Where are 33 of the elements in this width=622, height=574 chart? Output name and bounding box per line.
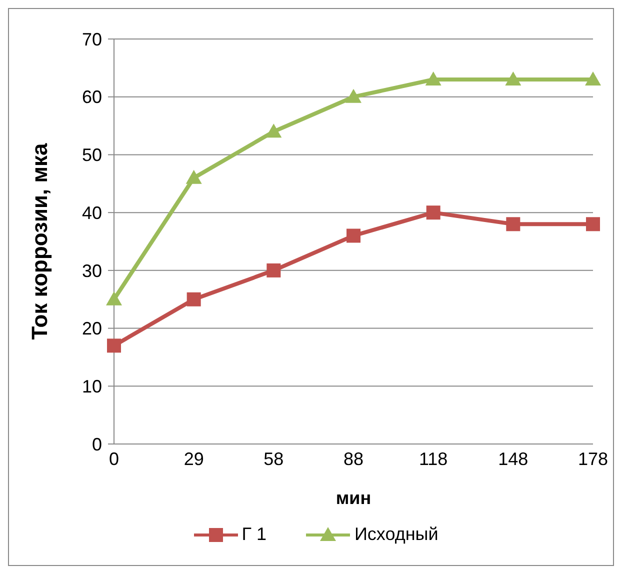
point: [505, 72, 522, 86]
x-tick-label: 118: [418, 448, 448, 469]
point: [346, 88, 362, 103]
x-tick-label: 29: [184, 448, 204, 469]
point: [186, 170, 202, 184]
point: [346, 228, 360, 243]
point: [426, 206, 440, 220]
y-tick-label: 50: [82, 145, 102, 166]
y-tick-label: 70: [82, 29, 102, 50]
x-tick-label: 0: [108, 448, 120, 469]
point: [186, 292, 201, 306]
point: [586, 217, 600, 232]
y-tick-label: 60: [82, 87, 102, 108]
point: [106, 291, 122, 306]
point: [425, 72, 442, 86]
y-tick-label: 10: [82, 376, 102, 397]
point: [585, 72, 601, 86]
legend-label: Г 1: [242, 524, 266, 545]
x-tick-label: 58: [264, 448, 284, 469]
x-tick-label: 88: [343, 448, 364, 469]
y-tick-label: 40: [82, 202, 102, 223]
y-tick-label: 0: [92, 434, 102, 454]
x-tick-label: 148: [498, 448, 528, 469]
point: [506, 217, 520, 232]
x-tick-label: 178: [578, 448, 608, 469]
point: [266, 124, 282, 138]
legend-label: Исходный: [354, 524, 438, 545]
y-tick-label: 30: [82, 260, 102, 281]
x-axis-title: мин: [336, 488, 372, 508]
y-tick-label: 20: [82, 318, 102, 339]
point: [266, 263, 281, 278]
point: [107, 338, 121, 353]
y-axis-title: Ток коррозии, мка: [26, 142, 52, 340]
